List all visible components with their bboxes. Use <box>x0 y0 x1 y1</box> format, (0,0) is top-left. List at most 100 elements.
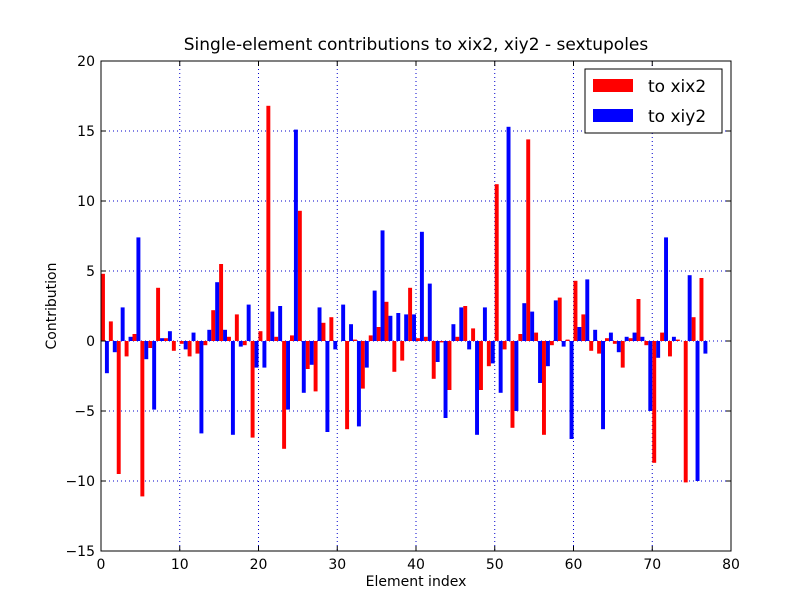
bar-xiy2-17 <box>238 341 243 347</box>
bar-xiy2-12 <box>199 341 204 434</box>
bar-xix2-16 <box>227 336 231 341</box>
bar-xix2-11 <box>187 341 192 357</box>
bar-xix2-60 <box>573 280 578 341</box>
bar-xix2-76 <box>699 278 704 341</box>
bar-xix2-23 <box>282 341 287 449</box>
bar-xiy2-32 <box>356 341 361 427</box>
bar-xix2-62 <box>589 341 594 351</box>
bar-xix2-42 <box>431 341 436 379</box>
y-tick-label: 10 <box>77 194 95 210</box>
bar-xix2-67 <box>628 338 633 341</box>
bar-xix2-68 <box>636 299 641 341</box>
bar-xix2-53 <box>518 334 523 341</box>
bar-xix2-37 <box>392 341 397 372</box>
bar-xiy2-56 <box>545 341 550 367</box>
bar-xiy2-41 <box>427 283 432 341</box>
bar-xiy2-11 <box>191 332 196 341</box>
bar-xiy2-60 <box>577 327 582 341</box>
bar-xix2-31 <box>345 341 350 430</box>
bar-xiy2-76 <box>703 341 708 354</box>
legend: to xix2 to xiy2 <box>584 68 723 134</box>
bar-xiy2-58 <box>561 341 566 347</box>
bar-xix2-3 <box>124 341 129 357</box>
bar-xiy2-75 <box>695 341 700 481</box>
bar-xix2-57 <box>549 341 554 346</box>
bar-xix2-74 <box>683 341 688 483</box>
bar-xiy2-29 <box>333 341 338 350</box>
bar-xix2-46 <box>463 306 468 341</box>
bar-xix2-49 <box>486 341 491 367</box>
bar-xix2-65 <box>612 341 617 344</box>
bar-xix2-8 <box>164 338 168 341</box>
bar-xiy2-36 <box>388 315 393 341</box>
x-tick-label: 50 <box>486 557 504 573</box>
y-tick-label: −15 <box>65 544 95 560</box>
bar-xix2-45 <box>455 336 460 341</box>
bar-xiy2-18 <box>246 304 251 341</box>
legend-swatch-xix2 <box>593 79 633 92</box>
bar-xiy2-28 <box>325 341 330 432</box>
y-axis-label: Contribution <box>44 263 60 350</box>
bar-xix2-14 <box>211 310 216 341</box>
x-tick-label: 30 <box>328 557 346 573</box>
bar-xiy2-51 <box>506 126 511 341</box>
bar-xix2-35 <box>376 327 381 341</box>
bar-xiy2-61 <box>585 279 590 341</box>
bar-xiy2-22 <box>278 306 283 341</box>
bar-xix2-5 <box>140 341 145 497</box>
bar-xix2-22 <box>274 336 279 341</box>
bar-xix2-56 <box>542 341 546 435</box>
bar-xiy2-19 <box>254 341 259 368</box>
bar-xix2-34 <box>368 335 373 341</box>
bar-xiy2-24 <box>293 129 298 341</box>
bar-xix2-51 <box>502 341 507 350</box>
legend-label-xix2: to xix2 <box>648 77 706 97</box>
bar-xix2-50 <box>494 184 499 341</box>
x-tick-label: 0 <box>97 557 106 573</box>
bar-xix2-29 <box>329 317 334 341</box>
legend-label-xiy2: to xiy2 <box>648 107 706 127</box>
bar-xiy2-15 <box>223 329 227 341</box>
bar-xiy2-42 <box>435 341 440 362</box>
chart-title: Single-element contributions to xix2, xi… <box>184 35 649 55</box>
bar-xix2-55 <box>534 332 539 341</box>
bar-xiy2-54 <box>530 311 535 341</box>
bar-xix2-72 <box>668 341 672 357</box>
bar-xix2-66 <box>620 341 625 368</box>
bar-xiy2-2 <box>120 307 125 341</box>
bar-xix2-47 <box>471 328 476 341</box>
bar-xiy2-48 <box>482 307 487 341</box>
y-tick-label: 15 <box>77 124 95 140</box>
bar-xix2-48 <box>479 341 483 390</box>
bar-xix2-69 <box>644 341 649 346</box>
bar-xix2-9 <box>171 341 176 351</box>
bar-xix2-10 <box>179 341 184 344</box>
bar-xix2-73 <box>675 339 680 341</box>
y-tick-label: 5 <box>86 264 95 280</box>
bar-xix2-13 <box>203 341 208 346</box>
bar-xix2-27 <box>313 341 318 392</box>
bar-xix2-61 <box>581 314 586 341</box>
bar-xix2-32 <box>353 339 357 341</box>
bar-xix2-40 <box>416 338 420 341</box>
bar-xix2-17 <box>234 314 239 341</box>
y-tick-label: −10 <box>65 474 95 490</box>
bar-xiy2-35 <box>380 230 385 341</box>
y-tick-label: 20 <box>77 54 95 70</box>
bar-xiy2-39 <box>412 314 416 341</box>
bar-xiy2-6 <box>152 341 157 410</box>
bar-xix2-39 <box>408 287 413 341</box>
bar-xiy2-5 <box>144 341 149 360</box>
bar-xiy2-68 <box>640 336 645 341</box>
bar-xiy2-69 <box>648 341 653 411</box>
bar-xix2-38 <box>400 341 405 361</box>
bar-xix2-54 <box>526 139 531 341</box>
bar-xix2-7 <box>156 287 161 341</box>
bar-xiy2-57 <box>553 300 558 341</box>
bar-xiy2-8 <box>167 331 172 341</box>
bar-xiy2-53 <box>522 303 527 341</box>
bar-xix2-19 <box>250 341 255 438</box>
bar-xiy2-65 <box>616 341 621 353</box>
bar-xix2-63 <box>597 341 602 354</box>
